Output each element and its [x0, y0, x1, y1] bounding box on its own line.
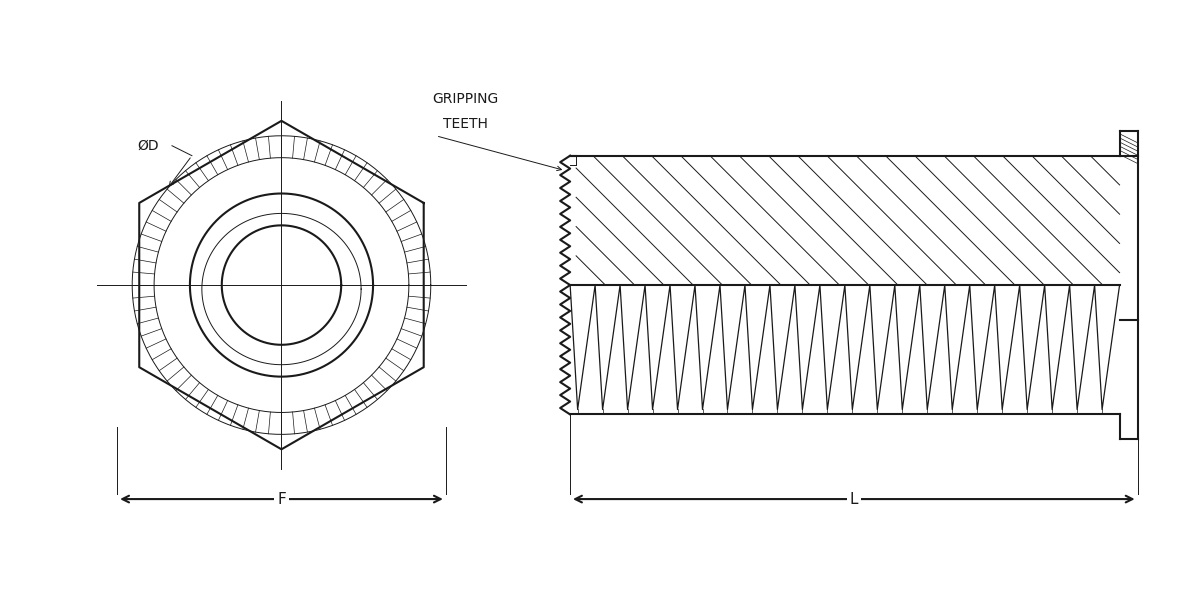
Text: ØD: ØD [137, 139, 158, 153]
Text: TEETH: TEETH [443, 117, 488, 131]
Text: GRIPPING: GRIPPING [432, 92, 499, 106]
Text: L: L [850, 491, 858, 506]
Text: F: F [277, 491, 286, 506]
